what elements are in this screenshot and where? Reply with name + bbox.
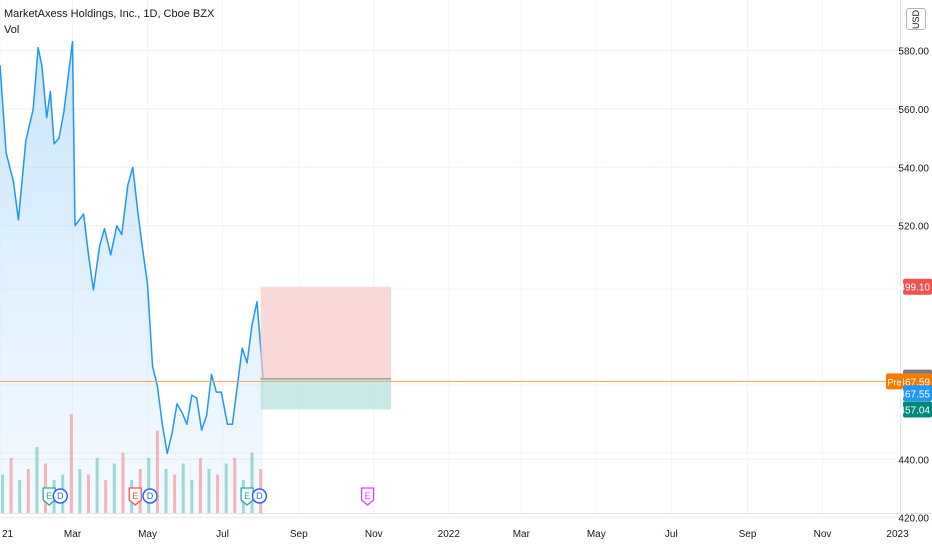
volume-bar	[250, 452, 254, 513]
take-profit-zone[interactable]	[260, 378, 391, 410]
volume-bar	[233, 458, 237, 513]
volume-bar	[198, 458, 202, 513]
earnings-marker[interactable]: E	[128, 487, 142, 506]
price-badge-label: 457.04	[899, 406, 930, 417]
x-tick-label: 2023	[886, 529, 909, 540]
volume-bar	[1, 474, 4, 513]
y-tick-label: 560.00	[898, 105, 929, 116]
stop-loss-zone[interactable]	[260, 286, 391, 379]
y-tick-label: 420.00	[898, 514, 929, 525]
volume-bar	[190, 480, 194, 513]
volume-bar	[87, 474, 90, 513]
price-line[interactable]	[0, 40, 264, 455]
currency-button[interactable]: USD	[906, 8, 926, 30]
x-tick-label: 2022	[438, 529, 461, 540]
x-tick-label: May	[587, 529, 606, 540]
earnings-icon[interactable]	[240, 487, 254, 506]
price-badge-bg	[903, 401, 932, 418]
volume-bar	[112, 463, 116, 513]
volume-bar	[147, 458, 151, 513]
volume-bar	[121, 452, 125, 513]
volume-bar	[224, 463, 228, 513]
x-tick-label: Sep	[739, 529, 757, 540]
x-tick-label: May	[138, 529, 157, 540]
event-label: E	[244, 491, 250, 501]
x-tick-label: Nov	[814, 529, 832, 540]
volume-bar	[95, 458, 99, 513]
price-badge-label: 467.55	[899, 389, 930, 400]
volume-bar	[173, 474, 177, 513]
pre-market-tag-bg	[886, 373, 903, 390]
volume-bar	[9, 458, 13, 513]
event-label: E	[46, 491, 52, 501]
event-label: D	[147, 491, 154, 501]
chart-title: MarketAxess Holdings, Inc., 1D, Cboe BZX	[4, 8, 215, 20]
volume-bar	[164, 469, 168, 513]
volume-bar	[35, 447, 39, 513]
price-badge-label: 467.59	[899, 377, 930, 388]
volume-bar	[18, 480, 22, 513]
dividend-icon[interactable]	[52, 488, 68, 504]
x-tick-label: Jul	[665, 529, 678, 540]
x-tick-label: Mar	[513, 529, 531, 540]
y-tick-label: 580.00	[898, 46, 929, 57]
event-label: E	[365, 491, 371, 501]
price-area-fill	[0, 41, 264, 513]
price-badge: 467.55	[899, 385, 932, 402]
volume-bar	[26, 469, 30, 513]
volume-bar	[104, 480, 108, 513]
earnings-icon[interactable]	[128, 487, 142, 506]
y-tick-label: 520.00	[898, 222, 929, 233]
price-badge-bg	[903, 278, 932, 295]
x-tick-label: Mar	[64, 529, 82, 540]
earnings-icon[interactable]	[360, 487, 375, 506]
volume-indicator-label[interactable]: Vol	[4, 24, 20, 36]
y-tick-label: 440.00	[898, 455, 929, 466]
dividend-marker[interactable]: D	[52, 488, 68, 504]
event-label: D	[256, 491, 263, 501]
price-badge-bg	[903, 385, 932, 402]
volume-bar	[69, 414, 73, 513]
x-tick-label: Nov	[365, 529, 383, 540]
dividend-icon[interactable]	[142, 488, 158, 504]
volume-bar	[216, 474, 220, 513]
price-badge: 457.04	[899, 401, 932, 418]
earnings-marker[interactable]: E	[360, 487, 375, 506]
price-axis-panel	[900, 0, 932, 550]
earnings-marker[interactable]: E	[240, 487, 254, 506]
y-tick-label: 540.00	[898, 163, 929, 174]
price-badge-label: 499.10	[899, 283, 930, 294]
dividend-marker[interactable]: D	[142, 488, 158, 504]
volume-bar	[155, 430, 159, 513]
dividend-icon[interactable]	[251, 488, 268, 504]
pre-market-tag: Pre	[887, 377, 901, 387]
dividend-marker[interactable]: D	[251, 488, 268, 504]
volume-bar	[181, 463, 185, 513]
x-tick-label: Jul	[216, 529, 229, 540]
price-badge: 499.10	[899, 278, 932, 295]
x-tick-label: 21	[2, 529, 14, 540]
event-label: D	[57, 491, 64, 501]
x-tick-label: Sep	[290, 529, 308, 540]
earnings-icon[interactable]	[42, 487, 56, 506]
volume-bar	[207, 469, 211, 513]
event-label: E	[132, 491, 138, 501]
volume-bar	[78, 469, 82, 513]
earnings-marker[interactable]: E	[42, 487, 56, 506]
